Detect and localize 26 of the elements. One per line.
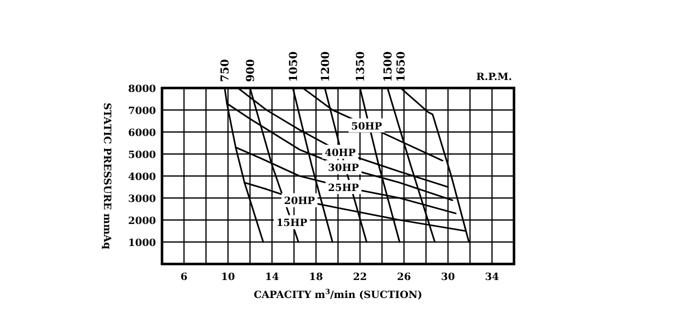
x-tick-label: 6 [180,272,188,283]
text: R.P.M. [476,72,512,83]
x-tick-label: 22 [353,272,367,283]
y-tick-label: 2000 [128,216,156,227]
text: 750 [218,58,232,82]
text: 1050 [286,51,300,82]
x-tick-label: 14 [265,272,279,283]
x-tick-label: 30 [441,272,455,283]
x-tick-label: 34 [485,272,499,283]
text: 1500 [382,51,394,82]
x-axis-title: CAPACITY m$^{3}$/min (SUCTION) [254,286,422,301]
y-tick-label: 1000 [128,238,156,249]
y-tick-label: 3000 [128,194,156,205]
y-tick-label: 7000 [128,106,156,117]
text: 900 [244,58,257,82]
text: 1650 [394,51,408,82]
x-tick-label: 18 [309,272,323,283]
y-tick-label: 6000 [128,128,156,139]
x-tick-label: 26 [397,272,411,283]
y-tick-label: 4000 [128,172,156,183]
y-tick-label: 8000 [128,84,156,95]
text: 1350 [354,51,367,82]
y-axis-title: STATIC PRESSURE mmAq [101,102,112,250]
text: 1200 [318,51,332,82]
y-tick-label: 5000 [128,150,156,161]
x-tick-label: 10 [221,272,235,283]
